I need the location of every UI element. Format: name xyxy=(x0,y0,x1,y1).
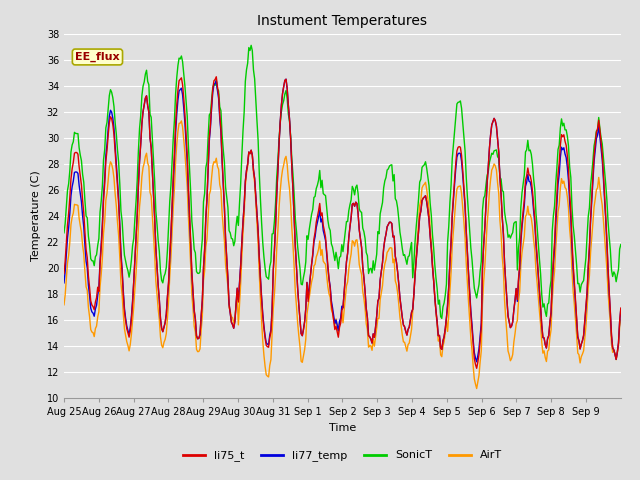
Text: EE_flux: EE_flux xyxy=(75,52,120,62)
Y-axis label: Temperature (C): Temperature (C) xyxy=(31,170,41,262)
Title: Instument Temperatures: Instument Temperatures xyxy=(257,14,428,28)
Legend: li75_t, li77_temp, SonicT, AirT: li75_t, li77_temp, SonicT, AirT xyxy=(179,446,506,466)
X-axis label: Time: Time xyxy=(329,423,356,433)
